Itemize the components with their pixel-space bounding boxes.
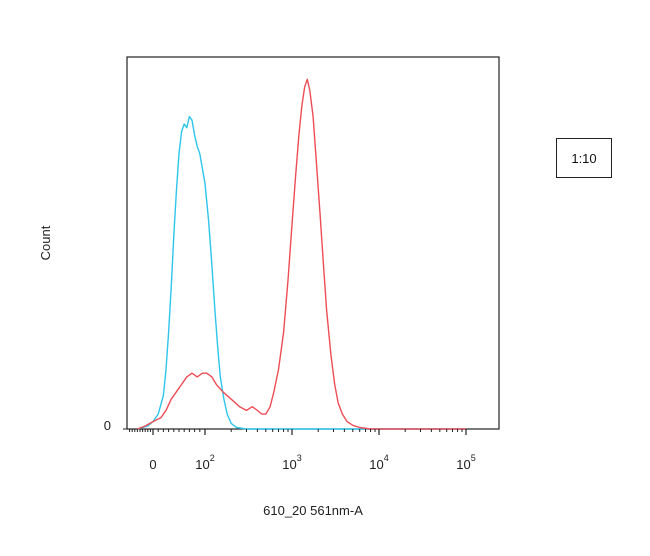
x-tick-label: 0 xyxy=(149,457,156,472)
y-axis: 0 xyxy=(104,418,127,433)
series-layer xyxy=(137,78,466,430)
legend-label: 1:10 xyxy=(571,150,597,166)
legend-box: 1:10 xyxy=(556,138,612,178)
x-tick-label: 102 xyxy=(195,453,214,472)
y-tick-label: 0 xyxy=(104,418,111,433)
x-tick-label: 105 xyxy=(456,453,475,472)
series-line-0 xyxy=(137,115,466,430)
x-axis-title: 610_20 561nm-A xyxy=(263,503,363,518)
x-axis: 0 102 103 104 105 xyxy=(129,429,476,472)
x-tick-label: 104 xyxy=(369,453,388,472)
series-line-1 xyxy=(137,78,466,430)
x-tick-label: 103 xyxy=(282,453,301,472)
y-axis-title: Count xyxy=(38,225,53,260)
